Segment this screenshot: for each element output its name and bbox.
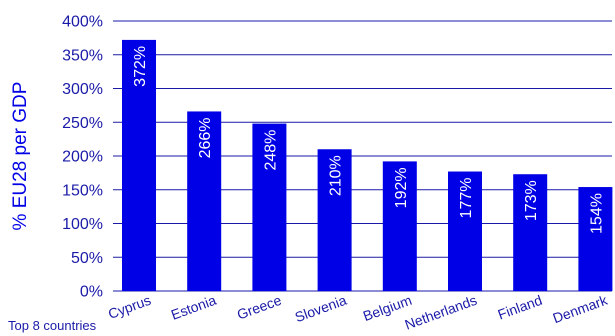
bar-value-label: 248% xyxy=(262,130,279,171)
y-axis-ticks: 0% 50% 100% 150% 200% 250% 300% 350% 400% xyxy=(62,14,103,301)
y-tick-label: 350% xyxy=(62,47,103,64)
y-tick-label: 300% xyxy=(62,81,103,98)
bar-value-label: 154% xyxy=(588,193,605,234)
footnote: Top 8 countries xyxy=(8,318,97,333)
y-tick-label: 400% xyxy=(62,14,103,31)
y-tick-label: 150% xyxy=(62,182,103,199)
bar-value-labels: 372% 266% 248% 210% 192% 177% 173% 154% xyxy=(132,46,605,234)
bar xyxy=(122,39,156,292)
y-tick-label: 0% xyxy=(80,284,103,301)
bar xyxy=(448,171,482,291)
x-tick-label: Slovenia xyxy=(293,292,349,325)
x-tick-label: Estonia xyxy=(169,292,219,323)
bar-value-label: 177% xyxy=(458,178,475,219)
bar-value-label: 173% xyxy=(523,180,540,221)
bar xyxy=(578,187,613,291)
x-tick-label: Cyprus xyxy=(106,292,153,322)
bar-value-label: 372% xyxy=(132,46,149,87)
y-tick-label: 250% xyxy=(62,115,103,132)
bar xyxy=(317,149,352,291)
bar-value-label: 266% xyxy=(197,117,214,158)
bar xyxy=(187,111,222,291)
bar-value-label: 192% xyxy=(393,167,410,208)
y-tick-label: 50% xyxy=(71,250,103,267)
bar xyxy=(252,123,287,291)
bar-value-label: 210% xyxy=(328,155,345,196)
x-tick-label: Greece xyxy=(235,292,284,323)
x-tick-label: Denmark xyxy=(551,291,611,326)
bar xyxy=(513,174,548,291)
x-tick-label: Netherlands xyxy=(403,292,479,333)
y-axis-label: % EU28 per GDP xyxy=(10,82,31,231)
y-tick-label: 100% xyxy=(62,216,103,233)
bars xyxy=(122,39,613,292)
bar xyxy=(382,161,417,291)
y-tick-label: 200% xyxy=(62,149,103,166)
x-tick-label: Finland xyxy=(496,292,545,323)
x-axis-categories: Cyprus Estonia Greece Slovenia BelgiumNether… xyxy=(106,291,610,332)
